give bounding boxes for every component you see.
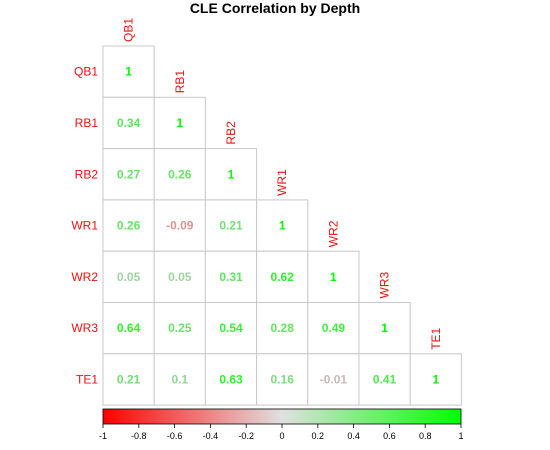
cell-value-TE1-WR3: 0.41 <box>373 372 397 386</box>
cell-WR2-RB1 <box>153 250 206 303</box>
cell-value-TE1-WR2: -0.01 <box>320 372 348 386</box>
cell-value-WR1-WR1: 1 <box>279 219 286 233</box>
cell-WR1-RB1 <box>153 199 206 252</box>
color-bar-tick-label: -0.8 <box>131 431 147 441</box>
row-labels: QB1 RB1 RB2 WR1 WR2 WR3 TE1 <box>71 65 98 387</box>
cell-value-WR2-QB1: 0.05 <box>117 270 141 284</box>
color-bar: -1 -0.8 -0.6 -0.4 -0.2 0 0.2 0.4 0.6 0.8 1 <box>99 408 464 441</box>
cell-TE1-QB1 <box>102 353 155 406</box>
cell-value-WR2-WR1: 0.62 <box>271 270 295 284</box>
cell-TE1-TE1 <box>409 353 462 406</box>
cell-WR2-WR1 <box>256 250 309 303</box>
color-bar-tick-label: 0.2 <box>312 431 325 441</box>
cell-value-WR3-WR2: 0.49 <box>322 321 346 335</box>
cell-RB2-RB2 <box>204 148 258 201</box>
color-bar-tick-label: 0 <box>279 431 284 441</box>
cell-WR3-WR2 <box>307 302 360 355</box>
cell-value-TE1-RB1: 0.1 <box>171 372 188 386</box>
cell-WR3-QB1 <box>102 302 155 355</box>
row-label-WR2: WR2 <box>71 270 98 284</box>
cell-TE1-WR3 <box>358 353 411 406</box>
cell-value-RB2-QB1: 0.27 <box>117 167 141 181</box>
cell-value-QB1-QB1: 1 <box>125 65 132 79</box>
row-label-RB2: RB2 <box>75 167 99 181</box>
column-label-TE1: TE1 <box>429 327 443 349</box>
column-labels: QB1 RB1 RB2 WR1 WR2 WR3 TE1 <box>122 18 443 350</box>
cell-value-WR3-RB2: 0.54 <box>219 321 243 335</box>
row-label-WR3: WR3 <box>71 321 98 335</box>
cell-RB1-RB1 <box>153 96 206 150</box>
color-bar-tick-label: 0.4 <box>347 431 360 441</box>
cell-value-TE1-WR1: 0.16 <box>271 372 295 386</box>
color-bar-tick-label: 0.8 <box>419 431 432 441</box>
cell-TE1-RB1 <box>153 353 206 406</box>
color-bar-tick-label: 0.6 <box>383 431 396 441</box>
cell-value-RB1-RB1: 1 <box>176 116 183 130</box>
row-label-RB1: RB1 <box>75 116 99 130</box>
cell-value-TE1-QB1: 0.21 <box>117 372 141 386</box>
color-bar-tick-label: -0.6 <box>167 431 183 441</box>
cell-WR3-RB2 <box>204 302 258 355</box>
cell-WR1-WR1 <box>256 199 309 252</box>
color-bar-ticks: -1 -0.8 -0.6 -0.4 -0.2 0 0.2 0.4 0.6 0.8 1 <box>99 424 464 441</box>
column-label-WR3: WR3 <box>378 272 392 299</box>
cell-WR3-WR3 <box>358 302 411 355</box>
column-label-RB2: RB2 <box>224 121 238 145</box>
column-label-RB1: RB1 <box>173 70 187 94</box>
cell-value-TE1-RB2: 0.63 <box>219 372 243 386</box>
row-label-WR1: WR1 <box>71 219 98 233</box>
color-bar-gradient <box>102 408 462 425</box>
color-bar-tick-label: -0.4 <box>203 431 219 441</box>
cell-WR3-RB1 <box>153 302 206 355</box>
color-bar-tick-label: -0.2 <box>238 431 254 441</box>
cell-value-WR3-WR1: 0.28 <box>271 321 295 335</box>
chart-title: CLE Correlation by Depth <box>190 0 360 16</box>
cell-value-WR1-RB1: -0.09 <box>166 219 194 233</box>
row-label-TE1: TE1 <box>76 372 98 386</box>
cell-TE1-WR1 <box>256 353 309 406</box>
cell-QB1-QB1 <box>102 45 155 98</box>
cell-value-RB1-QB1: 0.34 <box>117 116 141 130</box>
cell-grid: 1 0.34 1 0.27 0.26 1 0.26 -0.09 0.21 1 0.05 0.05 0.3… <box>102 45 462 406</box>
column-label-QB1: QB1 <box>122 18 136 42</box>
cell-value-WR1-QB1: 0.26 <box>117 219 141 233</box>
color-bar-tick-label: 1 <box>458 431 463 441</box>
cell-value-TE1-TE1: 1 <box>432 372 439 386</box>
cell-RB1-QB1 <box>102 96 155 150</box>
row-label-QB1: QB1 <box>74 65 98 79</box>
cell-value-WR3-RB1: 0.25 <box>168 321 192 335</box>
cell-value-WR3-QB1: 0.64 <box>117 321 141 335</box>
cell-value-RB2-RB2: 1 <box>228 167 235 181</box>
cell-value-WR3-WR3: 1 <box>381 321 388 335</box>
cell-value-RB2-RB1: 0.26 <box>168 167 192 181</box>
cell-value-WR2-RB1: 0.05 <box>168 270 192 284</box>
color-bar-tick-label: -1 <box>99 431 107 441</box>
cell-WR3-WR1 <box>256 302 309 355</box>
cell-value-WR1-RB2: 0.21 <box>219 219 243 233</box>
cell-value-WR2-WR2: 1 <box>330 270 337 284</box>
column-label-WR2: WR2 <box>326 220 340 247</box>
cell-value-WR2-RB2: 0.31 <box>219 270 243 284</box>
column-label-WR1: WR1 <box>275 169 289 196</box>
